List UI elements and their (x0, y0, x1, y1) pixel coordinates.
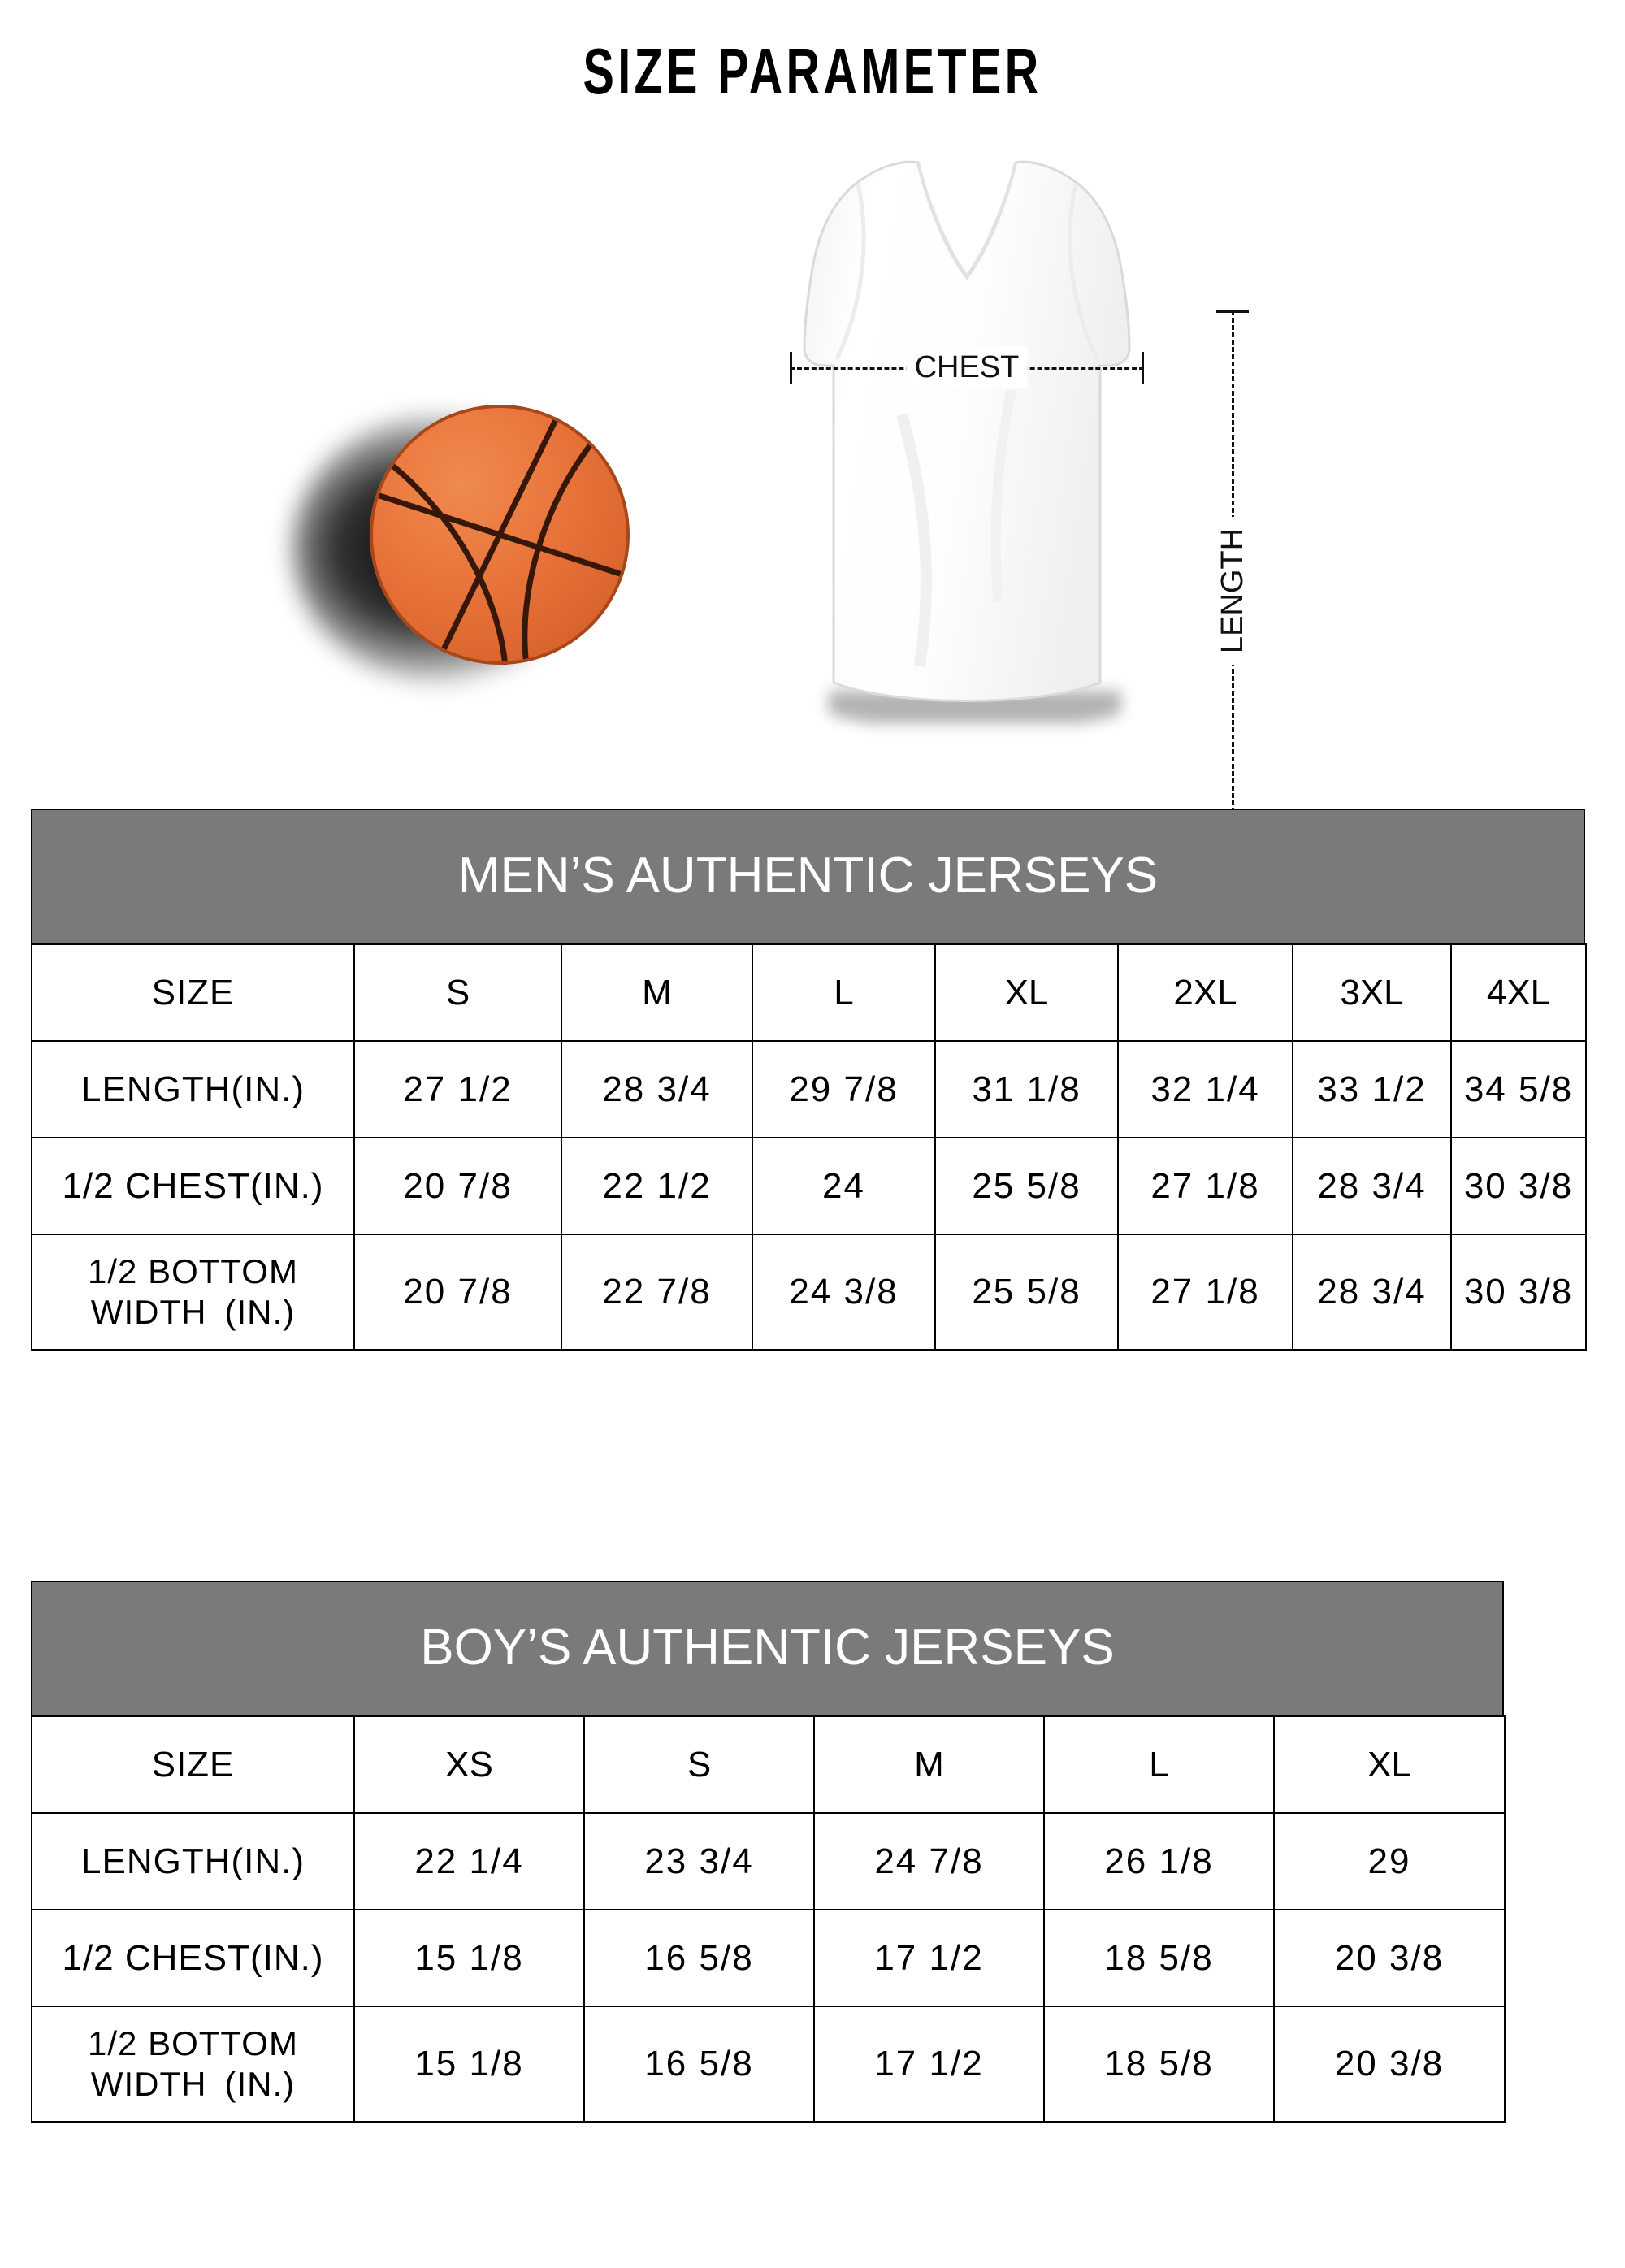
table-row: SIZE S M L XL 2XL 3XL 4XL (31, 943, 1587, 1042)
boys-row-label-half-chest: 1/2 CHEST(IN.) (31, 1909, 355, 2007)
chest-tick-left (790, 352, 792, 384)
jersey-shadow (796, 154, 1138, 731)
boys-table-banner: BOY’S AUTHENTIC JERSEYS (31, 1581, 1504, 1715)
boys-size-m: M (813, 1715, 1045, 1814)
mens-length-xl: 31 1/8 (934, 1040, 1119, 1138)
boys-length-m: 24 7/8 (813, 1812, 1045, 1910)
mens-bottom-l: 24 3/8 (752, 1234, 936, 1351)
basketball-icon (370, 405, 630, 665)
boys-header-size: SIZE (31, 1715, 355, 1814)
mens-bottom-m: 22 7/8 (561, 1234, 753, 1351)
mens-size-l: L (752, 943, 936, 1042)
table-row: 1/2 CHEST(IN.) 20 7/8 22 1/2 24 25 5/8 2… (31, 1137, 1587, 1235)
mens-size-3xl: 3XL (1292, 943, 1452, 1042)
page-title: SIZE PARAMETER (583, 35, 1042, 107)
boys-chest-l: 18 5/8 (1043, 1909, 1275, 2007)
boys-bottom-width-line1: 1/2 BOTTOM (88, 2024, 298, 2063)
boys-size-xs: XS (353, 1715, 585, 1814)
jersey-illustration (780, 146, 1154, 731)
table-row: LENGTH(IN.) 27 1/2 28 3/4 29 7/8 31 1/8 … (31, 1040, 1587, 1138)
boys-chest-m: 17 1/2 (813, 1909, 1045, 2007)
boys-chest-s: 16 5/8 (583, 1909, 815, 2007)
mens-bottom-width-line2: WIDTH (IN.) (90, 1293, 296, 1331)
boys-bottom-width-line2: WIDTH (IN.) (90, 2065, 296, 2103)
chest-label: CHEST (906, 346, 1028, 388)
boys-chest-xl: 20 3/8 (1273, 1909, 1506, 2007)
boys-jerseys-table-block: BOY’S AUTHENTIC JERSEYS SIZE XS S M L XL… (31, 1581, 1506, 2123)
mens-length-m: 28 3/4 (561, 1040, 753, 1138)
table-row: 1/2 BOTTOM WIDTH (IN.) 20 7/8 22 7/8 24 … (31, 1234, 1587, 1351)
mens-jerseys-table-block: MEN’S AUTHENTIC JERSEYS SIZE S M L XL 2X… (31, 809, 1587, 1351)
boys-length-s: 23 3/4 (583, 1812, 815, 1910)
mens-chest-2xl: 27 1/8 (1117, 1137, 1294, 1235)
mens-size-xl: XL (934, 943, 1119, 1042)
boys-bottom-xl: 20 3/8 (1273, 2006, 1506, 2123)
mens-size-table: SIZE S M L XL 2XL 3XL 4XL LENGTH(IN.) 27… (31, 943, 1587, 1351)
mens-length-2xl: 32 1/4 (1117, 1040, 1294, 1138)
mens-length-s: 27 1/2 (353, 1040, 562, 1138)
mens-bottom-2xl: 27 1/8 (1117, 1234, 1294, 1351)
mens-size-s: S (353, 943, 562, 1042)
boys-size-s: S (583, 1715, 815, 1814)
mens-size-2xl: 2XL (1117, 943, 1294, 1042)
chest-tick-right (1142, 352, 1144, 384)
mens-bottom-xl: 25 5/8 (934, 1234, 1119, 1351)
mens-chest-3xl: 28 3/4 (1292, 1137, 1452, 1235)
boys-length-xl: 29 (1273, 1812, 1506, 1910)
boys-bottom-xs: 15 1/8 (353, 2006, 585, 2123)
boys-row-label-half-bottom-width: 1/2 BOTTOM WIDTH (IN.) (31, 2006, 355, 2123)
boys-size-xl: XL (1273, 1715, 1506, 1814)
table-row: SIZE XS S M L XL (31, 1715, 1506, 1814)
mens-size-4xl: 4XL (1450, 943, 1587, 1042)
illustration-band: CHEST LENGTH (0, 130, 1625, 871)
basketball-illustration (292, 390, 650, 715)
mens-size-m: M (561, 943, 753, 1042)
boys-size-table: SIZE XS S M L XL LENGTH(IN.) 22 1/4 23 3… (31, 1715, 1506, 2123)
mens-bottom-width-line1: 1/2 BOTTOM (88, 1252, 298, 1291)
mens-length-4xl: 34 5/8 (1450, 1040, 1587, 1138)
length-tick-top (1216, 310, 1249, 313)
table-row: 1/2 CHEST(IN.) 15 1/8 16 5/8 17 1/2 18 5… (31, 1909, 1506, 2007)
mens-chest-s: 20 7/8 (353, 1137, 562, 1235)
mens-length-3xl: 33 1/2 (1292, 1040, 1452, 1138)
mens-bottom-3xl: 28 3/4 (1292, 1234, 1452, 1351)
mens-chest-xl: 25 5/8 (934, 1137, 1119, 1235)
mens-chest-4xl: 30 3/8 (1450, 1137, 1587, 1235)
boys-length-l: 26 1/8 (1043, 1812, 1275, 1910)
boys-bottom-m: 17 1/2 (813, 2006, 1045, 2123)
mens-chest-l: 24 (752, 1137, 936, 1235)
boys-row-label-length: LENGTH(IN.) (31, 1812, 355, 1910)
mens-chest-m: 22 1/2 (561, 1137, 753, 1235)
table-row: 1/2 BOTTOM WIDTH (IN.) 15 1/8 16 5/8 17 … (31, 2006, 1506, 2123)
length-measure-line: LENGTH (1211, 310, 1254, 871)
mens-row-label-length: LENGTH(IN.) (31, 1040, 355, 1138)
mens-row-label-half-bottom-width: 1/2 BOTTOM WIDTH (IN.) (31, 1234, 355, 1351)
mens-bottom-s: 20 7/8 (353, 1234, 562, 1351)
table-row: LENGTH(IN.) 22 1/4 23 3/4 24 7/8 26 1/8 … (31, 1812, 1506, 1910)
mens-row-label-half-chest: 1/2 CHEST(IN.) (31, 1137, 355, 1235)
boys-bottom-s: 16 5/8 (583, 2006, 815, 2123)
mens-header-size: SIZE (31, 943, 355, 1042)
mens-table-banner: MEN’S AUTHENTIC JERSEYS (31, 809, 1585, 943)
chest-measure-line: CHEST (790, 346, 1144, 388)
boys-length-xs: 22 1/4 (353, 1812, 585, 1910)
boys-size-l: L (1043, 1715, 1275, 1814)
boys-chest-xs: 15 1/8 (353, 1909, 585, 2007)
mens-length-l: 29 7/8 (752, 1040, 936, 1138)
boys-bottom-l: 18 5/8 (1043, 2006, 1275, 2123)
mens-bottom-4xl: 30 3/8 (1450, 1234, 1587, 1351)
length-label: LENGTH (1211, 516, 1254, 666)
